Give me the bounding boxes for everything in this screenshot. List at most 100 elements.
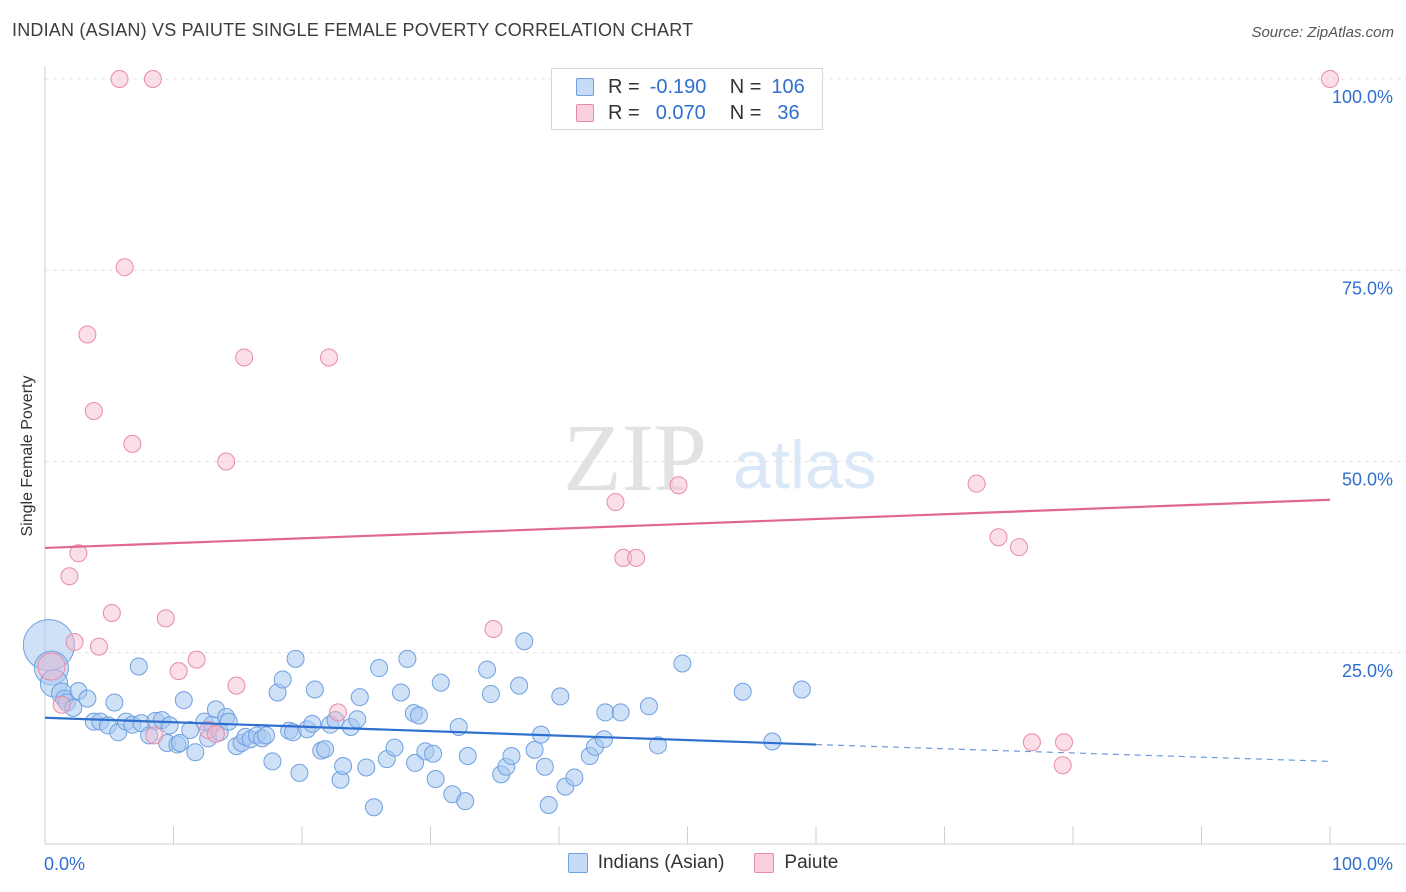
watermark-atlas: atlas [733,427,877,503]
point-indians [364,798,383,817]
point-indians [535,757,554,776]
point-paiute [60,567,79,586]
legend-swatch-indians [567,853,588,873]
gridlines [45,78,1406,654]
point-indians [733,682,752,701]
point-indians [525,740,544,759]
data-points [22,70,1339,817]
point-paiute [989,528,1008,547]
legend-item-indians: Indians (Asian) [567,852,725,874]
point-paiute [614,548,633,567]
point-indians [286,649,305,668]
point-paiute [78,325,97,344]
point-indians [334,756,353,775]
point-indians [406,753,425,772]
point-indians [263,752,282,771]
point-indians [170,734,189,753]
legend-r-value: -0.190 [649,75,707,98]
point-paiute [84,402,103,421]
point-paiute [52,695,71,714]
point-indians [551,687,570,706]
point-indians [481,685,500,704]
point-indians [596,703,615,722]
point-paiute [227,676,246,695]
point-indians [456,792,475,811]
tick-labels: 25.0% 50.0% 75.0% 100.0% 0.0% 100.0% [44,87,1393,874]
point-paiute [206,724,225,743]
point-indians [305,680,324,699]
point-paiute [669,476,688,495]
point-indians [290,763,309,782]
point-paiute [143,70,162,88]
point-indians [565,768,584,787]
point-indians [129,657,148,676]
legend-label-indians: Indians (Asian) [597,852,725,873]
point-paiute [156,609,175,628]
point-indians [350,688,369,707]
point-paiute [967,474,986,493]
point-paiute [37,652,66,681]
axes [44,66,1406,845]
legend-swatch-paiute [754,853,775,873]
point-indians [316,740,335,759]
point-paiute [1010,538,1029,557]
x-tick-label: 100.0% [1332,854,1393,874]
point-indians [385,738,404,757]
point-indians [424,744,443,763]
point-paiute [1022,733,1041,752]
point-paiute [606,493,625,512]
point-paiute [328,703,347,722]
point-indians [673,654,692,673]
legend-r-label: R = [608,75,640,98]
watermark: ZIP atlas [563,404,877,511]
point-indians [611,703,630,722]
point-indians [792,680,811,699]
y-tick-label: 100.0% [1332,87,1393,107]
correlation-legend: R = -0.190 N = 106 R = 0.070 N = 36 [551,68,823,130]
x-tick-label: 0.0% [44,854,85,874]
watermark-zip: ZIP [563,404,707,511]
legend-r-value: 0.070 [655,101,706,124]
point-indians [409,706,428,725]
point-indians [639,697,658,716]
legend-n-value: 106 [771,75,805,98]
point-paiute [110,70,129,88]
point-indians [391,683,410,702]
point-paiute [145,726,164,745]
point-paiute [169,662,188,681]
point-indians [105,693,124,712]
legend-swatch-paiute [576,104,594,122]
legend-n-value: 36 [777,101,800,124]
point-paiute [65,633,84,652]
legend-r-label: R = [608,101,640,124]
point-indians [648,736,667,755]
point-paiute [102,603,121,622]
point-indians [510,676,529,695]
legend-label-paiute: Paiute [784,852,839,873]
point-paiute [1321,70,1339,88]
legend-n-label: N = [729,75,762,98]
point-indians [186,743,205,762]
point-indians [370,659,389,678]
chart-title: INDIAN (ASIAN) VS PAIUTE SINGLE FEMALE P… [12,20,694,40]
point-paiute [123,434,142,453]
point-paiute [319,348,338,367]
point-indians [357,758,376,777]
point-paiute [69,544,88,563]
legend-row-paiute: R = 0.070 N = 36 [576,101,800,125]
point-indians [348,710,367,729]
y-tick-label: 75.0% [1342,278,1393,298]
trend-line-paiute [44,498,1331,550]
point-paiute [1055,733,1074,752]
point-paiute [217,452,236,471]
point-indians [539,795,558,814]
point-paiute [484,620,503,639]
point-paiute [1053,756,1072,775]
point-paiute [187,650,206,669]
point-paiute [115,258,134,277]
trend-line-indians-extrapolated [815,743,1331,762]
series-legend: Indians (Asian) Paiute [0,852,1406,874]
point-indians [763,732,782,751]
point-indians [458,747,477,766]
